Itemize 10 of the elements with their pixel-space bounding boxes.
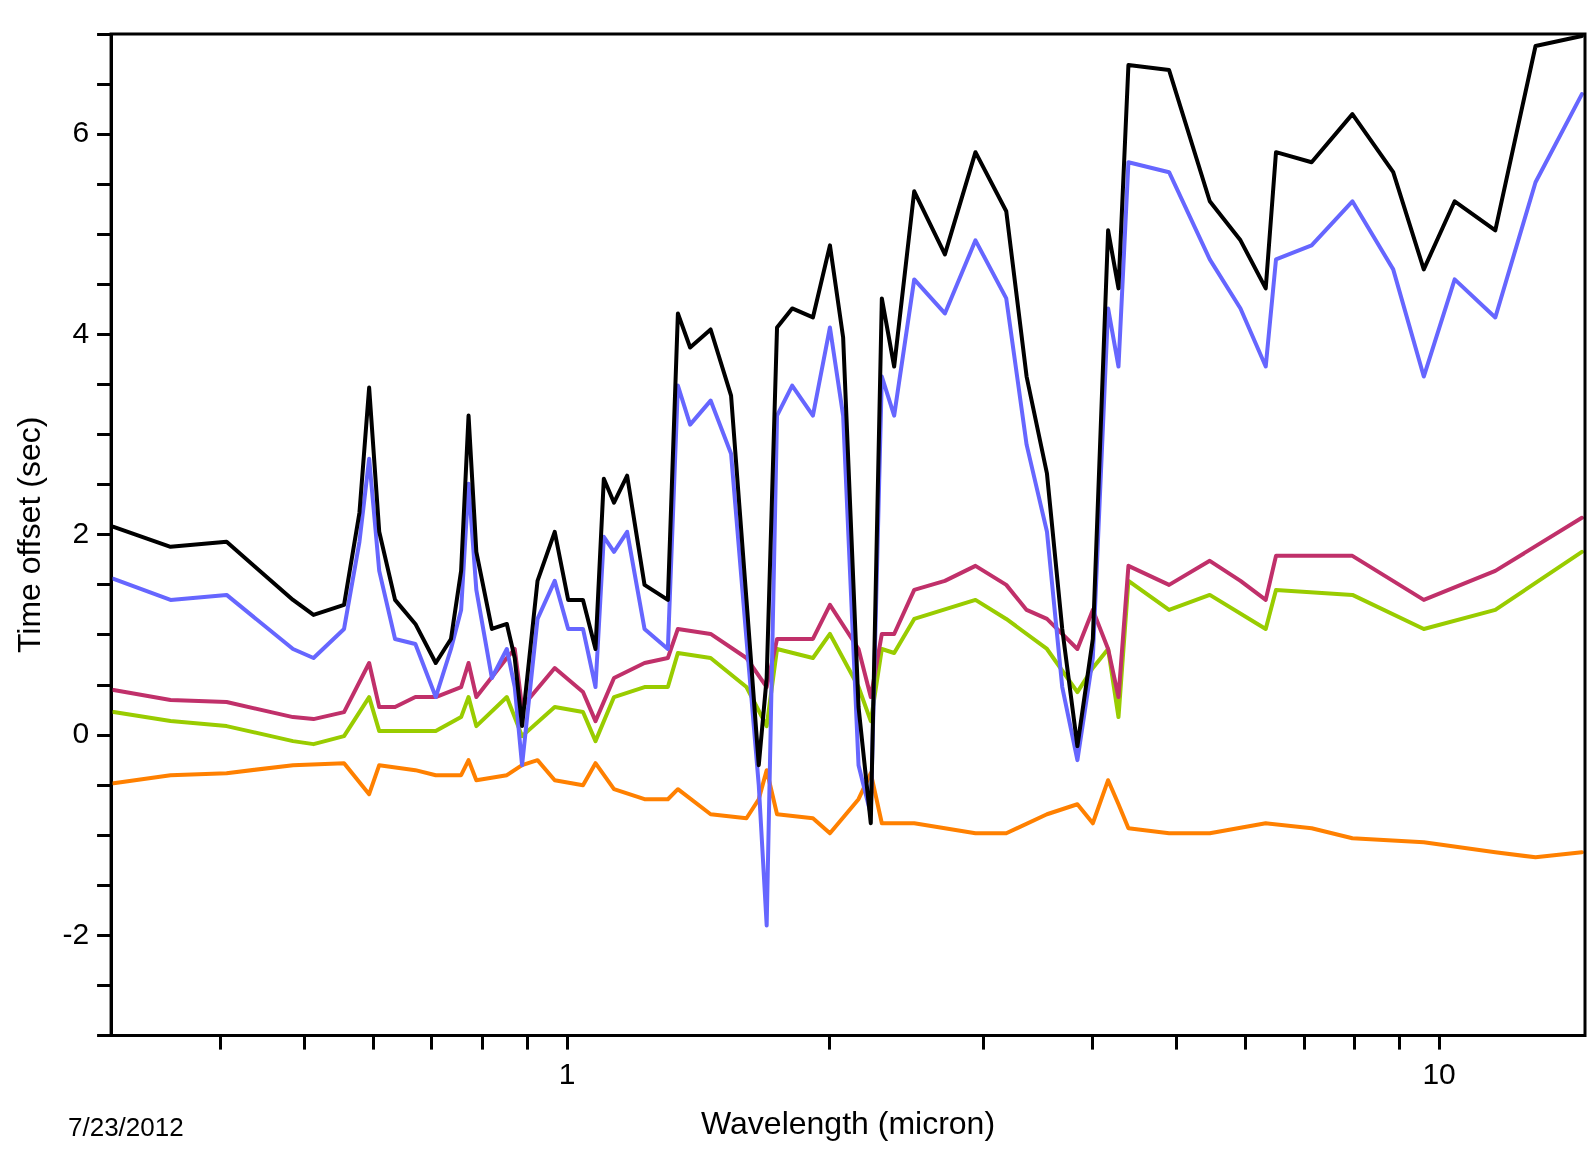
y-axis-title: Time offset (sec) [11,416,48,654]
text: 7/23/2012 [68,1112,184,1143]
y-tick-label: 0 [72,716,90,750]
y-tick-label: 6 [72,115,90,149]
y-tick-label: 4 [72,315,90,349]
x-tick-label: 1 [558,1056,576,1090]
x-axis-title: Wavelength (micron) [701,1104,996,1141]
y-tick-label: 2 [72,516,90,550]
y-tick-label: -2 [62,916,90,950]
x-tick-label: 10 [1422,1056,1456,1090]
